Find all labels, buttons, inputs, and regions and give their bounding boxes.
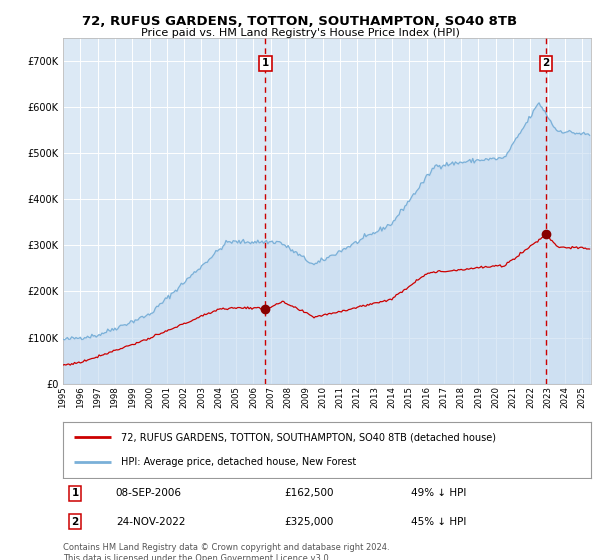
Text: £325,000: £325,000	[285, 517, 334, 527]
Text: 08-SEP-2006: 08-SEP-2006	[116, 488, 182, 498]
Text: 2: 2	[542, 58, 550, 68]
Text: 49% ↓ HPI: 49% ↓ HPI	[412, 488, 467, 498]
Text: 24-NOV-2022: 24-NOV-2022	[116, 517, 185, 527]
Text: 1: 1	[262, 58, 269, 68]
Text: Price paid vs. HM Land Registry's House Price Index (HPI): Price paid vs. HM Land Registry's House …	[140, 28, 460, 38]
Text: 72, RUFUS GARDENS, TOTTON, SOUTHAMPTON, SO40 8TB: 72, RUFUS GARDENS, TOTTON, SOUTHAMPTON, …	[82, 15, 518, 27]
Text: 1: 1	[71, 488, 79, 498]
Text: HPI: Average price, detached house, New Forest: HPI: Average price, detached house, New …	[121, 457, 356, 467]
Text: Contains HM Land Registry data © Crown copyright and database right 2024.
This d: Contains HM Land Registry data © Crown c…	[63, 543, 389, 560]
Text: 45% ↓ HPI: 45% ↓ HPI	[412, 517, 467, 527]
Text: 72, RUFUS GARDENS, TOTTON, SOUTHAMPTON, SO40 8TB (detached house): 72, RUFUS GARDENS, TOTTON, SOUTHAMPTON, …	[121, 432, 496, 442]
Text: £162,500: £162,500	[285, 488, 334, 498]
Text: 2: 2	[71, 517, 79, 527]
